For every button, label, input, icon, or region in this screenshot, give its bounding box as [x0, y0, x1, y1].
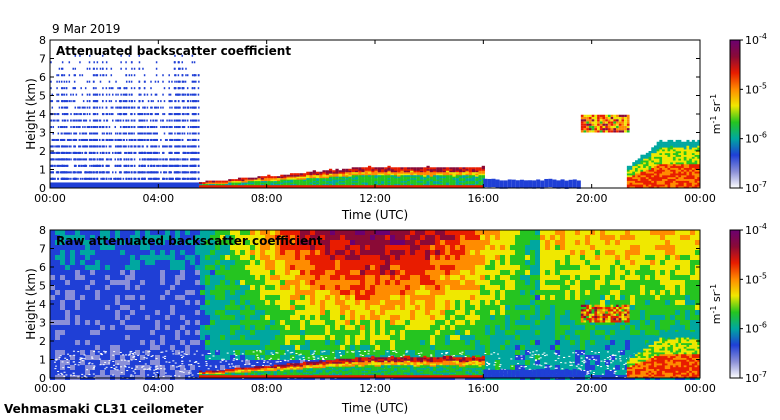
colorbar-unit-label: m-1 sr-1 [709, 94, 723, 134]
y-axis-label-raw: Height (km) [24, 268, 38, 339]
colorbar-tick-label: 10-6 [745, 321, 767, 336]
x-tick-label: 08:00 [251, 382, 283, 395]
y-tick-label: 4 [39, 108, 46, 121]
x-tick-label: 00:00 [34, 192, 66, 205]
y-tick-label: 0 [39, 372, 46, 385]
y-tick-label: 3 [39, 127, 46, 140]
colorbar-tick-label: 10-5 [745, 271, 767, 286]
x-tick-label: 00:00 [34, 382, 66, 395]
y-tick-label: 2 [39, 335, 46, 348]
y-tick-label: 1 [39, 164, 46, 177]
y-tick-label: 6 [39, 261, 46, 274]
colorbar-attenuated: 10-7 10-6 10-5 10-4 m-1 sr-1 [709, 32, 767, 195]
x-tick-label: 00:00 [684, 192, 716, 205]
x-axis-label-raw: Time (UTC) [341, 401, 408, 415]
y-tick-label: 8 [39, 224, 46, 237]
x-tick-label: 08:00 [251, 192, 283, 205]
y-axis-label-attenuated: Height (km) [24, 78, 38, 149]
y-tick-label: 7 [39, 243, 46, 256]
x-tick-label: 12:00 [359, 382, 391, 395]
colorbar-gradient [729, 39, 741, 189]
x-tick-label: 16:00 [467, 192, 499, 205]
x-axis-ticks-attenuated: 00:00 04:00 08:00 12:00 16:00 20:00 00:00 [34, 40, 716, 205]
date-label: 9 Mar 2019 [52, 22, 120, 36]
panel-title-attenuated: Attenuated backscatter coefficient [56, 44, 291, 58]
colorbar-gradient [729, 229, 741, 379]
y-tick-label: 5 [39, 90, 46, 103]
x-tick-label: 12:00 [359, 192, 391, 205]
heatmap-raw [50, 230, 702, 380]
y-tick-label: 1 [39, 354, 46, 367]
colorbar-tick-label: 10-7 [745, 180, 767, 195]
y-tick-label: 3 [39, 317, 46, 330]
y-tick-label: 8 [39, 34, 46, 47]
y-axis-ticks-raw: 0 1 2 3 4 5 6 7 8 [39, 224, 700, 385]
y-tick-label: 5 [39, 280, 46, 293]
y-tick-label: 0 [39, 182, 46, 195]
colorbar-unit-label: m-1 sr-1 [709, 284, 723, 324]
colorbar-tick-label: 10-7 [745, 370, 767, 385]
panel-attenuated-backscatter: 0 1 2 3 4 5 6 7 8 00:00 04:00 08:00 12:00 16:00 20:00… [24, 34, 716, 222]
colorbar-tick-label: 10-5 [745, 81, 767, 96]
y-tick-label: 6 [39, 71, 46, 84]
y-axis-ticks-attenuated: 0 1 2 3 4 5 6 7 8 [39, 34, 700, 195]
x-tick-label: 16:00 [467, 382, 499, 395]
y-tick-label: 4 [39, 298, 46, 311]
panel-title-raw: Raw attenuated backscatter coefficient [56, 234, 323, 248]
y-tick-label: 7 [39, 53, 46, 66]
panel-raw-backscatter: 0 1 2 3 4 5 6 7 8 00:00 04:00 08:00 12:00 16:00 20:00… [24, 224, 716, 415]
y-tick-label: 2 [39, 145, 46, 158]
x-tick-label: 20:00 [576, 192, 608, 205]
x-axis-label-attenuated: Time (UTC) [341, 208, 408, 222]
colorbar-tick-label: 10-4 [745, 222, 767, 237]
heatmap-attenuated [50, 54, 701, 189]
x-tick-label: 20:00 [576, 382, 608, 395]
colorbar-tick-label: 10-4 [745, 32, 767, 47]
x-axis-ticks-raw: 00:00 04:00 08:00 12:00 16:00 20:00 00:00 [34, 230, 716, 395]
x-tick-label: 04:00 [142, 382, 174, 395]
colorbar-tick-label: 10-6 [745, 131, 767, 146]
x-tick-label: 00:00 [684, 382, 716, 395]
instrument-footer: Vehmasmaki CL31 ceilometer [4, 402, 204, 416]
colorbar-raw: 10-7 10-6 10-5 10-4 m-1 sr-1 [709, 222, 767, 385]
x-tick-label: 04:00 [142, 192, 174, 205]
